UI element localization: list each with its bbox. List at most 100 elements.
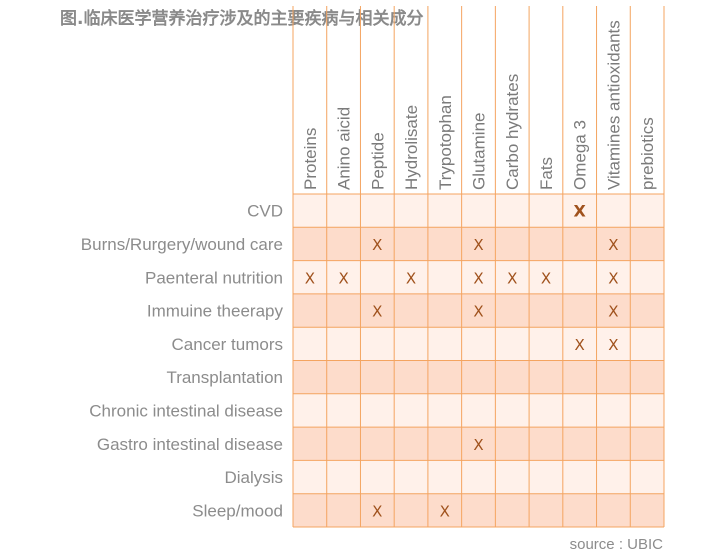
matrix-cell [562, 360, 597, 394]
matrix-cell [529, 427, 563, 461]
column-label: Peptide [368, 132, 387, 190]
matrix-cell [495, 360, 530, 394]
row-label: Transplantation [166, 368, 283, 387]
matrix-cell [529, 493, 563, 527]
cell-mark: X [608, 336, 618, 354]
column-label: Fats [537, 157, 556, 190]
matrix-cell [427, 260, 462, 294]
matrix-cell [495, 227, 530, 261]
column-label: Omega 3 [571, 120, 590, 190]
matrix-cell [360, 393, 395, 428]
matrix-cell [427, 194, 462, 228]
matrix-cell [461, 393, 496, 428]
cell-mark: X [473, 236, 483, 254]
matrix-cell [529, 327, 563, 361]
matrix-cell [360, 460, 395, 494]
row-label: Cancer tumors [172, 335, 283, 354]
matrix-cell [394, 493, 428, 527]
matrix-cell [495, 194, 530, 228]
matrix-cell [630, 227, 664, 261]
matrix-cell [495, 493, 530, 527]
matrix-cell [461, 227, 496, 261]
matrix-cell [630, 260, 664, 294]
row-label: Gastro intestinal disease [97, 435, 283, 454]
matrix-cell [326, 460, 361, 494]
matrix-cell [326, 427, 361, 461]
matrix-cell [529, 393, 563, 428]
matrix-cell [596, 427, 631, 461]
matrix-cell [293, 194, 327, 228]
matrix-cell [596, 293, 631, 328]
matrix-cell [630, 194, 664, 228]
matrix-cell [630, 293, 664, 328]
matrix-cell [394, 460, 428, 494]
matrix-cell [630, 393, 664, 428]
row-label: Burns/Rurgery/wound care [81, 235, 283, 254]
matrix-cell [529, 260, 563, 294]
matrix-cell [596, 460, 631, 494]
matrix-cell [461, 360, 496, 394]
matrix-cell [630, 493, 664, 527]
matrix-cell [461, 493, 496, 527]
column-label: Proteins [301, 128, 320, 190]
column-label: Trypotophan [436, 95, 455, 190]
matrix-cell [326, 293, 361, 328]
matrix-cell [461, 260, 496, 294]
matrix-cell [293, 293, 327, 328]
cell-mark: X [372, 236, 382, 254]
matrix-cell [495, 293, 530, 328]
matrix-cell [630, 360, 664, 394]
matrix-cell [394, 260, 428, 294]
matrix-cell [293, 260, 327, 294]
cell-mark: X [338, 269, 348, 287]
column-label: Anino aicid [335, 107, 354, 190]
matrix-cell [596, 260, 631, 294]
matrix-cell [293, 327, 327, 361]
matrix-cell [293, 460, 327, 494]
matrix-cell [596, 327, 631, 361]
matrix-cell [394, 293, 428, 328]
matrix-cell [326, 327, 361, 361]
matrix-cell [293, 493, 327, 527]
column-labels: Proteins Anino aicid Peptide Hydrolisate Try… [301, 20, 657, 190]
row-label: Sleep/mood [192, 501, 283, 520]
matrix-grid-lines [292, 6, 665, 528]
matrix-cell [326, 393, 361, 428]
matrix-cell [394, 327, 428, 361]
row-label: Dialysis [224, 468, 283, 487]
matrix-cell [427, 293, 462, 328]
matrix-cell [326, 260, 361, 294]
matrix-cell [360, 260, 395, 294]
matrix-cell [529, 227, 563, 261]
matrix-cell [360, 227, 395, 261]
matrix-cell [529, 460, 563, 494]
matrix-cell [394, 393, 428, 428]
matrix-cell [293, 427, 327, 461]
row-labels: CVD Burns/Rurgery/wound care Paenteral nut… [81, 202, 284, 521]
matrix-cell [495, 393, 530, 428]
matrix-cell [562, 493, 597, 527]
matrix-cell [427, 327, 462, 361]
column-label: Hydrolisate [402, 105, 421, 190]
matrix-cell [427, 360, 462, 394]
matrix-cell [562, 227, 597, 261]
cell-mark: X [473, 303, 483, 321]
matrix-marks: XX X XX X X X X X XX X XX XXX X [305, 202, 619, 521]
cell-mark: X [440, 502, 450, 520]
column-label: Vitamines antioxidants [604, 20, 623, 190]
cell-mark: X [372, 502, 382, 520]
cell-mark: X [473, 436, 483, 454]
matrix-cell [562, 260, 597, 294]
matrix-cell [529, 293, 563, 328]
matrix-cell [394, 427, 428, 461]
matrix-cell [461, 460, 496, 494]
matrix-cell [596, 194, 631, 228]
matrix-cell [562, 194, 597, 228]
matrix-cell [326, 360, 361, 394]
matrix-cell [630, 427, 664, 461]
matrix-cell [562, 427, 597, 461]
matrix-cell [495, 427, 530, 461]
row-label: Chronic intestinal disease [89, 401, 283, 420]
matrix-cell [461, 327, 496, 361]
